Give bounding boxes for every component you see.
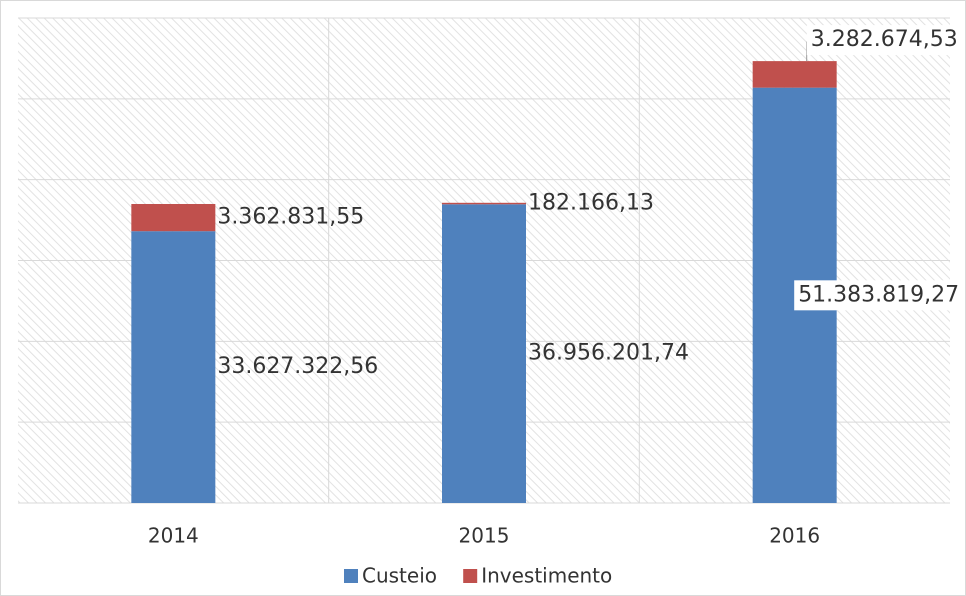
x-tick-label: 2016 [769,524,820,548]
data-label: 33.627.322,56 [217,354,378,379]
bar-segment [131,203,216,232]
data-label: 3.282.674,53 [811,27,958,52]
legend-swatch [463,569,478,583]
data-label: 51.383.819,27 [798,282,959,307]
bar-segment [442,204,526,504]
data-label: 36.956.201,74 [528,341,689,366]
legend-swatch [344,569,358,583]
data-label: 182.166,13 [528,191,654,216]
x-tick-label: 2014 [148,524,199,548]
data-label: 3.362.831,55 [217,205,364,230]
legend-label: Investimento [481,564,612,588]
x-tick-label: 2015 [459,524,510,548]
legend-label: Custeio [362,564,437,588]
bar-segment [442,202,526,205]
data-label-bg [806,25,962,56]
data-label-bg [794,280,962,311]
bar-segment [131,231,216,503]
bar-segment [752,61,837,88]
